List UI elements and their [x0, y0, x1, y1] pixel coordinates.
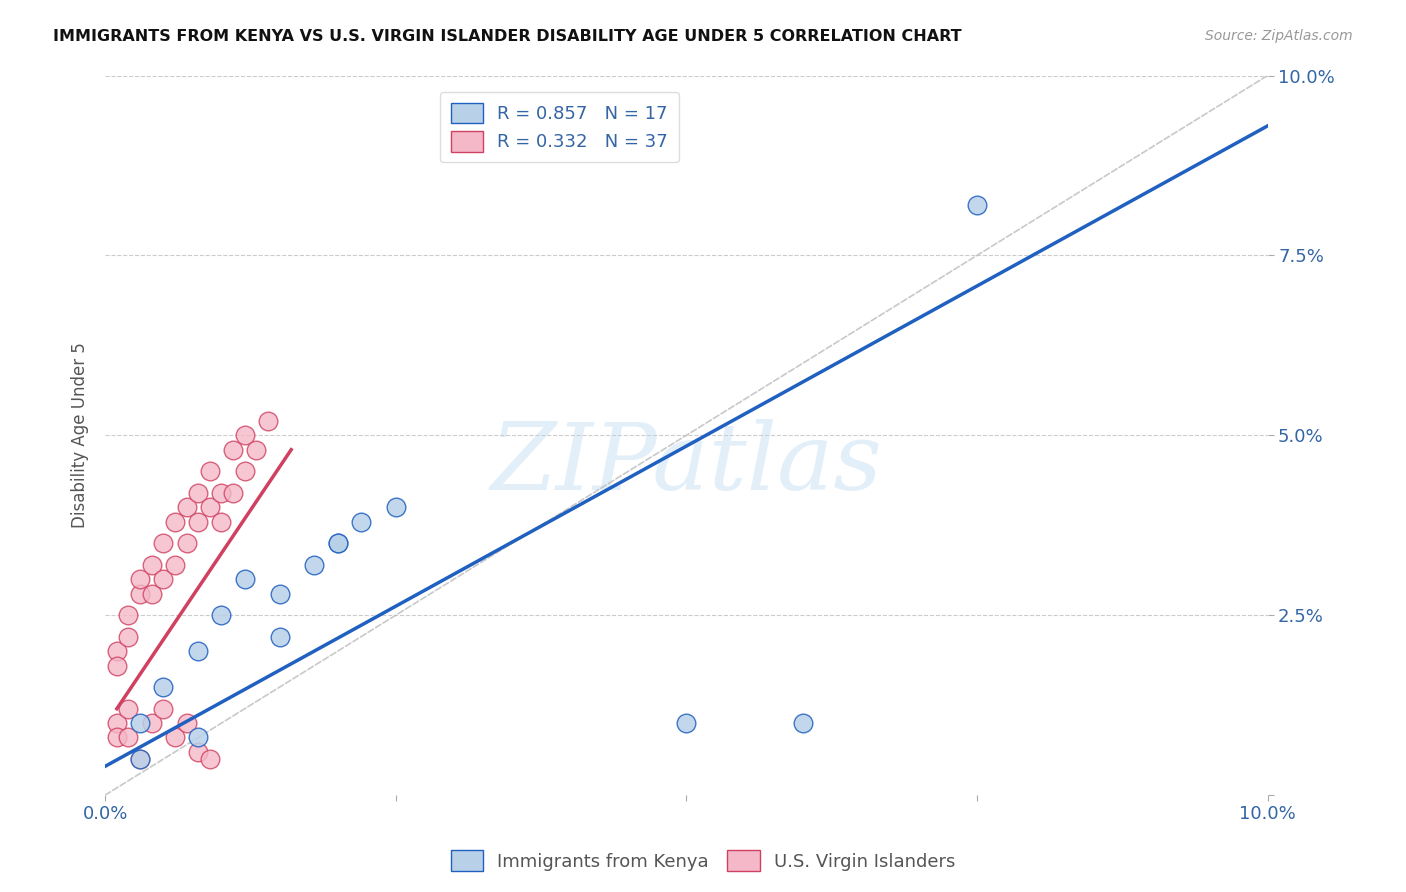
- Point: [222, 442, 245, 457]
- Point: [222, 486, 245, 500]
- Point: [163, 731, 186, 745]
- Point: [152, 702, 174, 716]
- Point: [187, 515, 209, 529]
- Text: IMMIGRANTS FROM KENYA VS U.S. VIRGIN ISLANDER DISABILITY AGE UNDER 5 CORRELATION: IMMIGRANTS FROM KENYA VS U.S. VIRGIN ISL…: [53, 29, 962, 44]
- Point: [117, 630, 139, 644]
- Legend: Immigrants from Kenya, U.S. Virgin Islanders: Immigrants from Kenya, U.S. Virgin Islan…: [443, 843, 963, 879]
- Point: [105, 658, 128, 673]
- Point: [211, 515, 233, 529]
- Y-axis label: Disability Age Under 5: Disability Age Under 5: [72, 343, 89, 528]
- Point: [326, 536, 349, 550]
- Point: [326, 536, 349, 550]
- Point: [141, 716, 163, 731]
- Point: [105, 731, 128, 745]
- Point: [152, 572, 174, 586]
- Point: [176, 500, 198, 515]
- Point: [129, 716, 152, 731]
- Point: [966, 198, 988, 212]
- Point: [269, 586, 291, 600]
- Point: [675, 716, 697, 731]
- Point: [385, 500, 408, 515]
- Point: [129, 752, 152, 766]
- Text: ZIPatlas: ZIPatlas: [491, 419, 883, 509]
- Point: [269, 630, 291, 644]
- Point: [233, 464, 256, 478]
- Point: [350, 515, 373, 529]
- Point: [141, 586, 163, 600]
- Point: [257, 414, 280, 428]
- Point: [245, 442, 267, 457]
- Legend: R = 0.857   N = 17, R = 0.332   N = 37: R = 0.857 N = 17, R = 0.332 N = 37: [440, 92, 679, 162]
- Point: [129, 572, 152, 586]
- Point: [141, 558, 163, 572]
- Point: [163, 515, 186, 529]
- Point: [176, 716, 198, 731]
- Point: [198, 752, 221, 766]
- Point: [304, 558, 326, 572]
- Point: [198, 500, 221, 515]
- Point: [163, 558, 186, 572]
- Point: [187, 486, 209, 500]
- Point: [233, 572, 256, 586]
- Point: [129, 586, 152, 600]
- Text: Source: ZipAtlas.com: Source: ZipAtlas.com: [1205, 29, 1353, 43]
- Point: [187, 731, 209, 745]
- Point: [105, 716, 128, 731]
- Point: [187, 644, 209, 658]
- Point: [211, 486, 233, 500]
- Point: [129, 752, 152, 766]
- Point: [117, 731, 139, 745]
- Point: [176, 536, 198, 550]
- Point: [187, 745, 209, 759]
- Point: [117, 608, 139, 623]
- Point: [198, 464, 221, 478]
- Point: [792, 716, 814, 731]
- Point: [117, 702, 139, 716]
- Point: [233, 428, 256, 442]
- Point: [152, 680, 174, 694]
- Point: [211, 608, 233, 623]
- Point: [152, 536, 174, 550]
- Point: [105, 644, 128, 658]
